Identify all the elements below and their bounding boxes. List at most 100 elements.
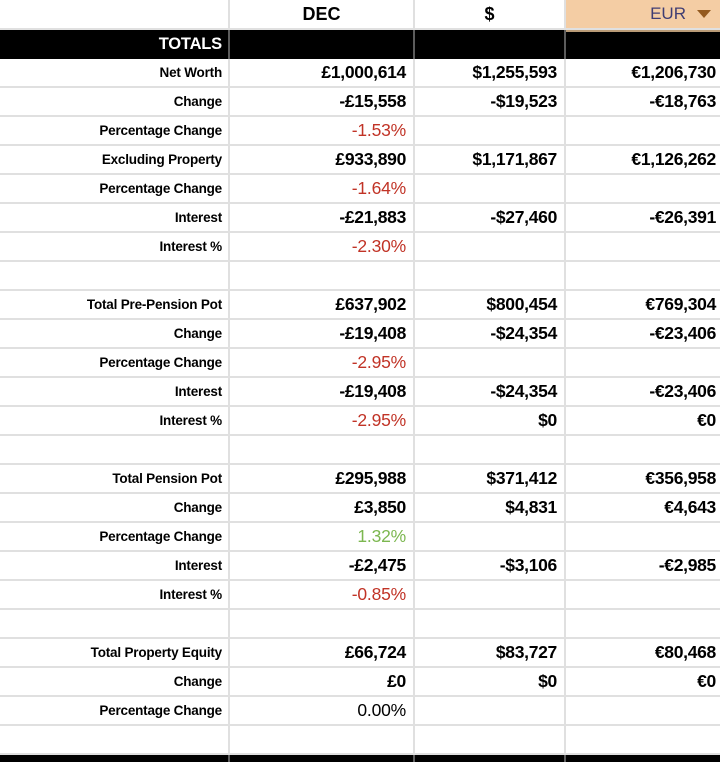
row-label-cell[interactable]: Excluding Property: [0, 146, 230, 173]
usd-value-cell[interactable]: $1,171,867: [415, 146, 566, 173]
totals-banner-cell[interactable]: TOTALS: [0, 30, 230, 59]
dec-value-cell[interactable]: 1.32%: [230, 523, 415, 550]
row-label-cell[interactable]: Change: [0, 320, 230, 347]
eur-value-cell[interactable]: €356,958: [566, 465, 720, 492]
usd-value-cell[interactable]: -$24,354: [415, 378, 566, 405]
eur-value-cell[interactable]: [566, 523, 720, 550]
dec-value-cell[interactable]: -£2,475: [230, 552, 415, 579]
usd-value-cell[interactable]: -$3,106: [415, 552, 566, 579]
dec-value-cell[interactable]: [230, 262, 415, 289]
header-cell-eur[interactable]: EUR: [566, 0, 720, 28]
dec-value-cell[interactable]: £1,000,614: [230, 59, 415, 86]
dec-value-cell[interactable]: -0.85%: [230, 581, 415, 608]
dec-value-cell[interactable]: £637,902: [230, 291, 415, 318]
eur-value-cell[interactable]: [566, 117, 720, 144]
eur-value-cell[interactable]: €1,126,262: [566, 146, 720, 173]
eur-value-cell[interactable]: [566, 436, 720, 463]
row-label-cell[interactable]: [0, 262, 230, 289]
eur-value-cell[interactable]: €0: [566, 407, 720, 434]
usd-value-cell[interactable]: $800,454: [415, 291, 566, 318]
eur-value-cell[interactable]: [566, 349, 720, 376]
eur-value-cell[interactable]: [566, 581, 720, 608]
row-label-cell[interactable]: Percentage Change: [0, 523, 230, 550]
eur-value-cell[interactable]: -€23,406: [566, 320, 720, 347]
row-label-cell[interactable]: Total Pension Pot: [0, 465, 230, 492]
dec-value-cell[interactable]: £933,890: [230, 146, 415, 173]
usd-value-cell[interactable]: [415, 581, 566, 608]
dec-value-cell[interactable]: -£19,408: [230, 378, 415, 405]
dec-value-cell[interactable]: -2.95%: [230, 349, 415, 376]
usd-value-cell[interactable]: [415, 697, 566, 724]
eur-value-cell[interactable]: -€18,763: [566, 88, 720, 115]
row-label-cell[interactable]: Percentage Change: [0, 117, 230, 144]
eur-value-cell[interactable]: [566, 233, 720, 260]
usd-value-cell[interactable]: [415, 117, 566, 144]
row-label-cell[interactable]: Interest %: [0, 407, 230, 434]
row-label-cell[interactable]: Percentage Change: [0, 349, 230, 376]
totals-banner-cell[interactable]: [230, 30, 415, 59]
totals-banner-cell[interactable]: [415, 30, 566, 59]
row-label-cell[interactable]: [0, 726, 230, 753]
dec-value-cell[interactable]: [230, 726, 415, 753]
dec-value-cell[interactable]: -£19,408: [230, 320, 415, 347]
row-label-cell[interactable]: [0, 436, 230, 463]
eur-value-cell[interactable]: €0: [566, 668, 720, 695]
header-cell-row-labels[interactable]: [0, 0, 230, 28]
dec-value-cell[interactable]: £3,850: [230, 494, 415, 521]
usd-value-cell[interactable]: [415, 726, 566, 753]
bottom-band-cell[interactable]: [415, 755, 566, 762]
usd-value-cell[interactable]: $0: [415, 407, 566, 434]
usd-value-cell[interactable]: -$27,460: [415, 204, 566, 231]
usd-value-cell[interactable]: $4,831: [415, 494, 566, 521]
dec-value-cell[interactable]: 0.00%: [230, 697, 415, 724]
usd-value-cell[interactable]: $371,412: [415, 465, 566, 492]
usd-value-cell[interactable]: [415, 262, 566, 289]
eur-value-cell[interactable]: -€23,406: [566, 378, 720, 405]
row-label-cell[interactable]: Percentage Change: [0, 175, 230, 202]
eur-value-cell[interactable]: [566, 610, 720, 637]
chevron-down-icon[interactable]: [697, 10, 711, 18]
row-label-cell[interactable]: Interest %: [0, 233, 230, 260]
row-label-cell[interactable]: Change: [0, 668, 230, 695]
eur-value-cell[interactable]: [566, 697, 720, 724]
dec-value-cell[interactable]: [230, 436, 415, 463]
totals-banner-cell[interactable]: [566, 30, 720, 59]
usd-value-cell[interactable]: [415, 175, 566, 202]
row-label-cell[interactable]: Change: [0, 494, 230, 521]
usd-value-cell[interactable]: $1,255,593: [415, 59, 566, 86]
eur-value-cell[interactable]: €1,206,730: [566, 59, 720, 86]
usd-value-cell[interactable]: [415, 523, 566, 550]
eur-value-cell[interactable]: [566, 726, 720, 753]
row-label-cell[interactable]: Interest: [0, 378, 230, 405]
eur-value-cell[interactable]: -€26,391: [566, 204, 720, 231]
dec-value-cell[interactable]: -£21,883: [230, 204, 415, 231]
row-label-cell[interactable]: Interest: [0, 204, 230, 231]
usd-value-cell[interactable]: [415, 233, 566, 260]
usd-value-cell[interactable]: [415, 436, 566, 463]
usd-value-cell[interactable]: -$19,523: [415, 88, 566, 115]
eur-value-cell[interactable]: -€2,985: [566, 552, 720, 579]
dec-value-cell[interactable]: £0: [230, 668, 415, 695]
usd-value-cell[interactable]: $83,727: [415, 639, 566, 666]
dec-value-cell[interactable]: -1.53%: [230, 117, 415, 144]
dec-value-cell[interactable]: -2.30%: [230, 233, 415, 260]
usd-value-cell[interactable]: [415, 349, 566, 376]
row-label-cell[interactable]: Percentage Change: [0, 697, 230, 724]
header-cell-dec[interactable]: DEC: [230, 0, 415, 28]
usd-value-cell[interactable]: -$24,354: [415, 320, 566, 347]
eur-value-cell[interactable]: [566, 175, 720, 202]
eur-value-cell[interactable]: €4,643: [566, 494, 720, 521]
eur-value-cell[interactable]: €769,304: [566, 291, 720, 318]
row-label-cell[interactable]: Total Property Equity: [0, 639, 230, 666]
usd-value-cell[interactable]: [415, 610, 566, 637]
usd-value-cell[interactable]: $0: [415, 668, 566, 695]
row-label-cell[interactable]: Interest: [0, 552, 230, 579]
bottom-band-cell[interactable]: [566, 755, 720, 762]
header-cell-usd[interactable]: $: [415, 0, 566, 28]
row-label-cell[interactable]: Total Pre-Pension Pot: [0, 291, 230, 318]
dec-value-cell[interactable]: [230, 610, 415, 637]
row-label-cell[interactable]: Change: [0, 88, 230, 115]
bottom-band-cell[interactable]: [0, 755, 230, 762]
dec-value-cell[interactable]: £66,724: [230, 639, 415, 666]
eur-value-cell[interactable]: [566, 262, 720, 289]
